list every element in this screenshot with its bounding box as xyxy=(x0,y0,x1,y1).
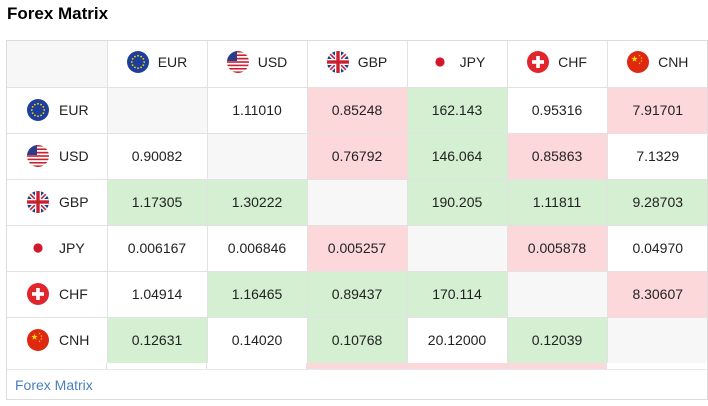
switzerland-flag-icon xyxy=(27,283,49,305)
china-flag-icon xyxy=(27,329,49,351)
us-flag-icon xyxy=(226,51,249,74)
partial-row-cell xyxy=(7,363,107,369)
switzerland-flag-icon xyxy=(527,51,550,74)
row-header-label: GBP xyxy=(59,194,89,210)
row-header-label: CHF xyxy=(59,286,88,302)
rate-cell[interactable]: 190.205 xyxy=(407,179,508,226)
matrix-row-eur: EUR 1.11010 0.85248 162.143 0.95316 7.91701 xyxy=(7,87,707,134)
row-header-eur: EUR xyxy=(7,87,108,134)
row-header-label: USD xyxy=(59,148,89,164)
column-header-label: CNH xyxy=(658,54,689,71)
rate-cell[interactable]: 146.064 xyxy=(407,133,508,180)
matrix-row-chf: CHF 1.04914 1.16465 0.89437 170.114 8.30607 xyxy=(7,271,707,318)
rate-cell[interactable]: 0.76792 xyxy=(307,133,408,180)
rate-cell[interactable]: 0.005878 xyxy=(507,225,608,272)
corner-cell xyxy=(7,41,108,88)
column-header-gbp: GBP xyxy=(307,41,408,88)
rate-cell[interactable]: 0.85248 xyxy=(307,87,408,134)
rate-cell[interactable]: 162.143 xyxy=(407,87,508,134)
column-header-cnh: CNH xyxy=(607,41,707,88)
row-header-gbp: GBP xyxy=(7,179,108,226)
column-header-label: GBP xyxy=(357,54,388,71)
row-header-label: JPY xyxy=(59,240,85,256)
rate-cell[interactable]: 0.85863 xyxy=(507,133,608,180)
column-header-eur: EUR xyxy=(107,41,208,88)
japan-flag-icon xyxy=(429,51,451,73)
rate-cell[interactable]: 1.16465 xyxy=(207,271,308,318)
column-header-label: CHF xyxy=(558,54,587,71)
rate-cell[interactable]: 170.114 xyxy=(407,271,508,318)
uk-flag-icon xyxy=(27,191,49,213)
rate-cell[interactable]: 0.10768 xyxy=(307,317,408,364)
matrix-diagonal-cell xyxy=(407,225,508,272)
rate-cell[interactable]: 0.006846 xyxy=(207,225,308,272)
rate-cell[interactable]: 1.11010 xyxy=(207,87,308,134)
matrix-row-gbp: GBP 1.17305 1.30222 190.205 1.11811 9.28703 xyxy=(7,179,707,226)
partial-row-cell xyxy=(507,363,607,369)
rate-cell[interactable]: 1.11811 xyxy=(507,179,608,226)
forex-matrix-footer-link[interactable]: Forex Matrix xyxy=(7,369,707,399)
matrix-row-jpy: JPY 0.006167 0.006846 0.005257 0.005878 0.049… xyxy=(7,225,707,272)
rate-cell[interactable]: 8.30607 xyxy=(607,271,707,318)
header-row: EUR USD GBP JPY CHF CNH xyxy=(7,41,707,88)
uk-flag-icon xyxy=(326,51,349,74)
japan-flag-icon xyxy=(27,237,49,259)
partial-row-cell xyxy=(207,363,307,369)
rate-cell[interactable]: 20.12000 xyxy=(407,317,508,364)
column-header-label: USD xyxy=(257,54,288,71)
rate-cell[interactable]: 0.04970 xyxy=(607,225,707,272)
column-header-usd: USD xyxy=(207,41,308,88)
matrix-diagonal-cell xyxy=(307,179,408,226)
rate-cell[interactable]: 9.28703 xyxy=(607,179,707,226)
row-header-jpy: JPY xyxy=(7,225,108,272)
rate-cell[interactable]: 1.04914 xyxy=(107,271,208,318)
column-header-label: EUR xyxy=(157,54,188,71)
row-header-chf: CHF xyxy=(7,271,108,318)
rate-cell[interactable]: 1.30222 xyxy=(207,179,308,226)
widget-title: Forex Matrix xyxy=(7,4,109,23)
rate-cell[interactable]: 0.95316 xyxy=(507,87,608,134)
rate-cell[interactable]: 0.006167 xyxy=(107,225,208,272)
column-header-jpy: JPY xyxy=(407,41,508,88)
matrix-row-usd: USD 0.90082 0.76792 146.064 0.85863 7.1329 xyxy=(7,133,707,180)
partial-row-cell xyxy=(407,363,507,369)
rate-cell[interactable]: 7.1329 xyxy=(607,133,707,180)
column-header-label: JPY xyxy=(459,54,486,71)
forex-matrix: EUR USD GBP JPY CHF CNH EUR 1.11010 0.85248 162.… xyxy=(6,40,708,400)
partial-row-cell xyxy=(607,363,707,369)
partial-row-cell xyxy=(307,363,407,369)
partial-row xyxy=(7,363,707,369)
matrix-diagonal-cell xyxy=(107,87,208,134)
row-header-label: CNH xyxy=(59,332,90,348)
row-header-label: EUR xyxy=(59,102,89,118)
column-header-chf: CHF xyxy=(507,41,608,88)
matrix-diagonal-cell xyxy=(607,317,707,364)
matrix-row-cnh: CNH 0.12631 0.14020 0.10768 20.12000 0.12039 xyxy=(7,317,707,364)
rate-cell[interactable]: 0.12039 xyxy=(507,317,608,364)
rate-cell[interactable]: 0.14020 xyxy=(207,317,308,364)
us-flag-icon xyxy=(27,145,49,167)
rate-cell[interactable]: 1.17305 xyxy=(107,179,208,226)
row-header-usd: USD xyxy=(7,133,108,180)
matrix-diagonal-cell xyxy=(507,271,608,318)
rate-cell[interactable]: 0.005257 xyxy=(307,225,408,272)
eu-flag-icon xyxy=(126,51,149,74)
matrix-diagonal-cell xyxy=(207,133,308,180)
eu-flag-icon xyxy=(27,99,49,121)
rate-cell[interactable]: 0.12631 xyxy=(107,317,208,364)
rate-cell[interactable]: 7.91701 xyxy=(607,87,707,134)
rate-cell[interactable]: 0.90082 xyxy=(107,133,208,180)
row-header-cnh: CNH xyxy=(7,317,108,364)
forex-matrix-table: EUR USD GBP JPY CHF CNH EUR 1.11010 0.85248 162.… xyxy=(7,41,707,364)
rate-cell[interactable]: 0.89437 xyxy=(307,271,408,318)
china-flag-icon xyxy=(627,51,650,74)
partial-row-cell xyxy=(107,363,207,369)
